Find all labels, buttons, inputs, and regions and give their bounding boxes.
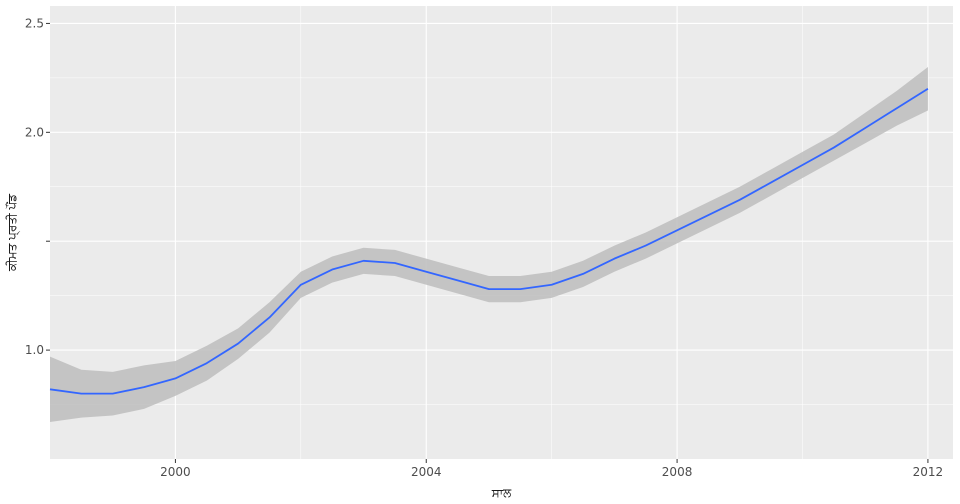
confidence-ribbon — [50, 66, 928, 422]
x-axis-title: ਸਾਲ — [491, 486, 512, 500]
plot-panel — [50, 6, 953, 459]
x-tick-label: 2012 — [913, 465, 944, 479]
x-axis: 2000 2004 2008 2012 — [160, 459, 943, 479]
x-tick-label: 2008 — [662, 465, 693, 479]
y-axis: 1.0 2.0 2.5 — [25, 16, 50, 357]
y-tick-label: 2.5 — [25, 16, 44, 30]
y-tick-label: 1.0 — [25, 343, 44, 357]
x-tick-label: 2004 — [411, 465, 442, 479]
smooth-line — [49, 87, 929, 395]
y-tick-label: 2.0 — [25, 125, 44, 139]
y-axis-title: ਕੀਮਤ ਪ੍ਰਤੀ ਪੌਂਡ — [5, 193, 20, 272]
x-tick-label: 2000 — [160, 465, 191, 479]
